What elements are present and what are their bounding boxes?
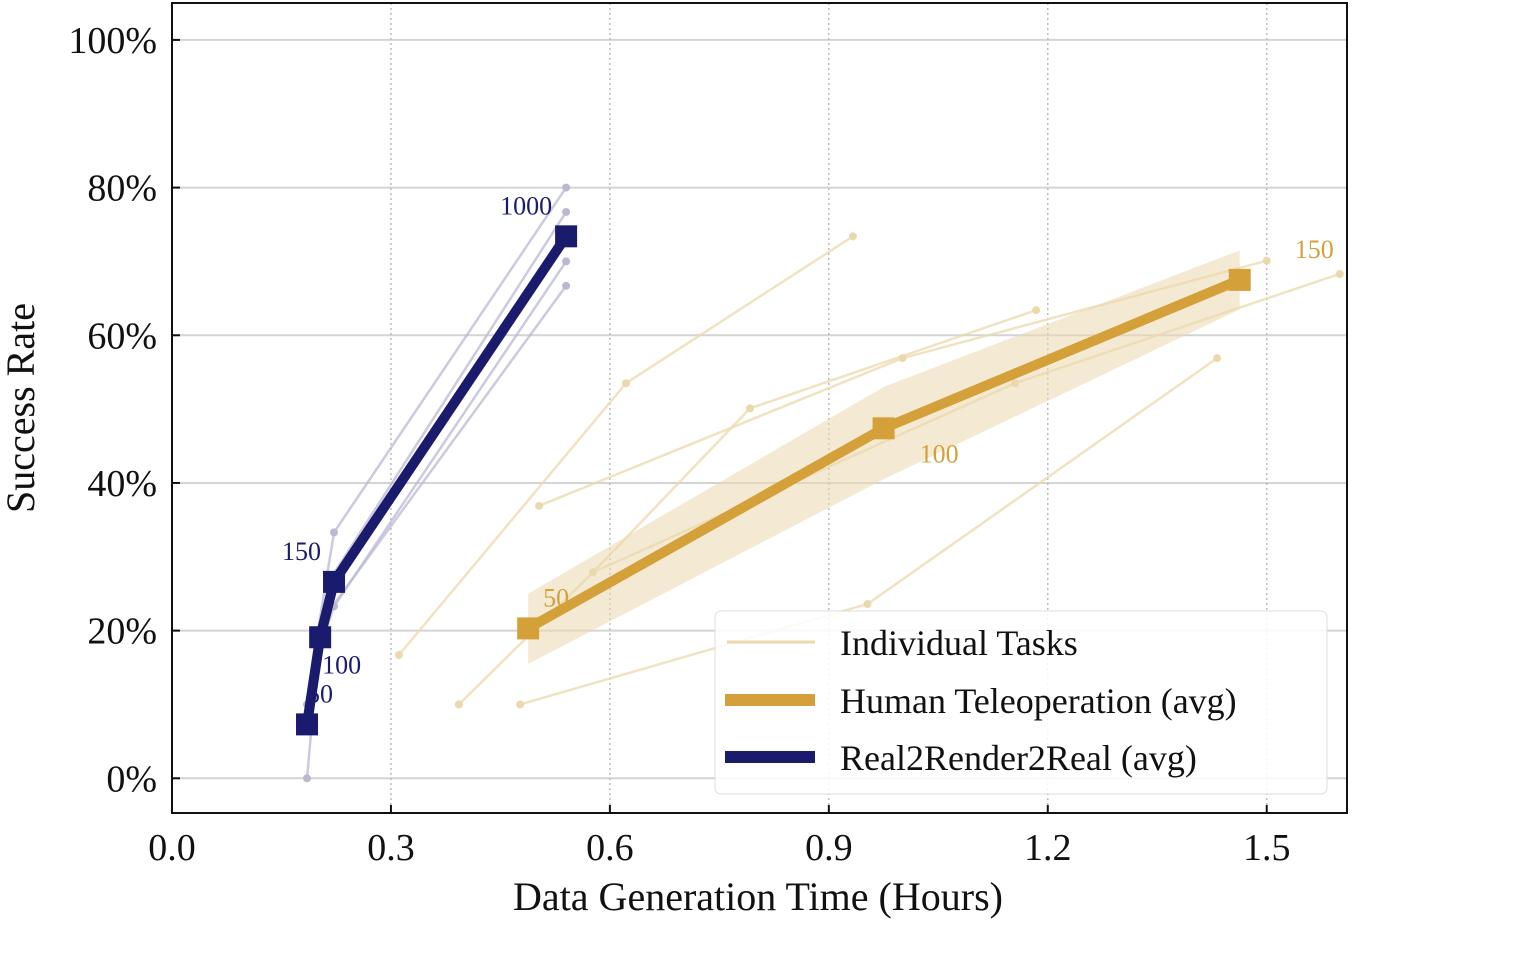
r2r2r-task-point [562,257,571,266]
r2r2r-task-line [305,285,568,779]
y-tick-label: 60% [87,315,157,357]
human-task-point [1032,306,1041,315]
human-point-label: 150 [1295,235,1334,264]
axis-ticks: 0% 20% 40% 60% 80% 100% 0.0 0.3 0.6 0.9 1.2 1.5 [68,20,1290,869]
human-avg-marker [1228,268,1251,291]
x-tick-label: 0.9 [805,827,853,869]
r2r2r-task-point [330,528,339,537]
r2r2r-point-label: 50 [307,679,333,708]
x-tick-label: 0.3 [367,827,415,869]
r2r2r-task-point [562,207,571,216]
r2r2r-task-point [303,774,312,783]
human-task-point [394,650,403,659]
r2r2r-avg-line [302,233,571,726]
human-task-point [746,404,755,413]
y-tick-label: 0% [106,758,157,800]
human-avg-marker [517,617,540,640]
human-task-point [516,700,525,709]
r2r2r-task-point [562,281,571,290]
legend-box [714,610,1328,795]
y-tick-label: 40% [87,463,157,505]
legend-label-human: Human Teleoperation (avg) [840,681,1237,721]
r2r2r-task-point [562,183,571,192]
legend-label-individual: Individual Tasks [840,623,1078,663]
plot-frame [171,2,1348,814]
human-confidence-band [528,250,1240,664]
human-task-point [621,379,630,388]
r2r2r-point-label: 150 [282,537,321,566]
y-tick-label: 80% [87,168,157,210]
r2r2r-avg-marker [296,713,319,736]
human-task-point [848,232,857,241]
y-tick-label: 20% [87,611,157,653]
human-task-point [1213,354,1222,363]
legend: Individual Tasks Human Teleoperation (av… [714,610,1328,795]
human-task-point [863,600,872,609]
x-tick-label: 1.5 [1243,827,1291,869]
y-tick-label: 100% [68,20,157,62]
x-tick-label: 1.2 [1024,827,1072,869]
x-axis-label: Data Generation Time (Hours) [513,874,1003,919]
y-axis-label: Success Rate [0,303,43,513]
human-point-label: 50 [543,583,569,612]
r2r2r-avg-marker [555,225,578,248]
x-tick-label: 0.6 [586,827,634,869]
human-task-point [1262,256,1271,265]
r2r2r-point-label: 100 [322,650,361,679]
r2r2r-point-label: 1000 [500,191,552,220]
human-task-point [1335,269,1344,278]
r2r2r-avg-marker [323,570,346,593]
r2r2r-avg-marker [309,626,332,649]
human-avg-marker [872,417,895,440]
human-task-point [535,501,544,510]
legend-label-r2r2r: Real2Render2Real (avg) [840,738,1197,778]
human-task-point [454,700,463,709]
human-point-label: 100 [920,439,959,468]
x-tick-label: 0.0 [148,827,196,869]
